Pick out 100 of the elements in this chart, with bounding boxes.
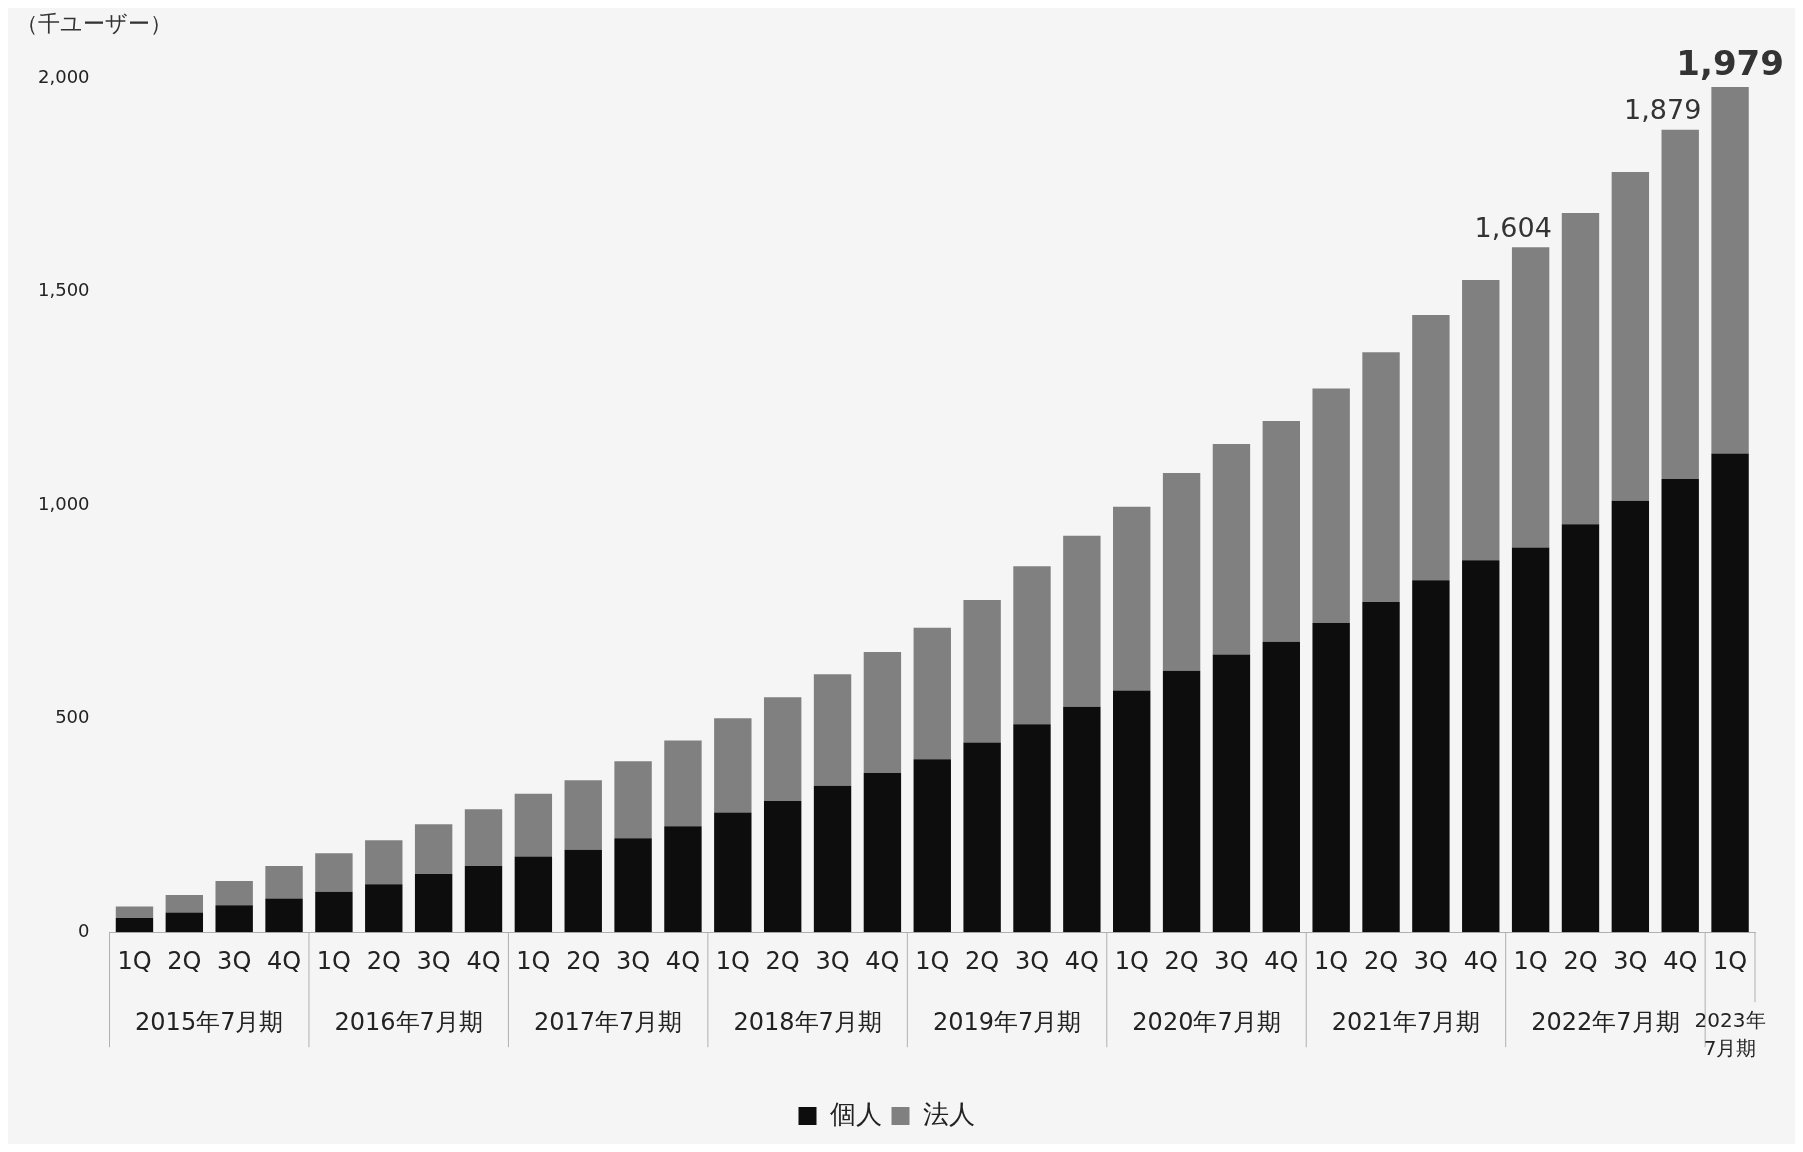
bar (265, 866, 303, 899)
text: 2023年7月期 (1694, 1008, 1766, 1061)
x-tick-label: 4Q (1064, 946, 1099, 975)
bar (913, 627, 951, 760)
bar (963, 742, 1001, 933)
bar (1162, 473, 1201, 671)
bar (1212, 444, 1251, 655)
text: 2019年7月期 (932, 1008, 1082, 1037)
x-tick-label: 1Q (1114, 946, 1149, 975)
bar (913, 759, 951, 933)
bar (1661, 129, 1699, 480)
x-tick-label: 2Q (1164, 946, 1199, 975)
x-tick-label: 3Q (1413, 946, 1448, 975)
bar (1362, 602, 1400, 933)
bar (265, 898, 303, 933)
bar (763, 697, 802, 802)
bar (863, 772, 902, 933)
x-tick-label: 1Q (1712, 946, 1748, 975)
legend-label: 法人 (922, 1098, 975, 1129)
bar (1661, 479, 1699, 933)
total-label: 1,879 (1624, 94, 1702, 126)
bar (215, 880, 253, 906)
x-tick-label: 2Q (1363, 946, 1399, 975)
y-tick-label: 2,000 (38, 65, 90, 87)
bar (714, 718, 752, 813)
bar (365, 840, 403, 885)
bar (1462, 280, 1500, 561)
bar (1212, 654, 1251, 933)
x-tick-label: 4Q (1463, 946, 1498, 975)
bar (564, 849, 602, 933)
bar (1561, 524, 1600, 933)
bar (763, 801, 802, 933)
bar (1063, 706, 1101, 933)
bar (414, 824, 453, 875)
y-tick-label: 0 (78, 919, 90, 941)
bar (813, 785, 852, 933)
bar (664, 826, 702, 933)
bar (365, 884, 403, 933)
x-tick-label: 4Q (1663, 946, 1698, 975)
bar (1611, 500, 1650, 933)
y-tick-label: 1,000 (38, 492, 90, 514)
bar (1412, 580, 1450, 933)
bar (614, 838, 652, 933)
bar (1511, 547, 1550, 933)
bar (614, 761, 652, 839)
bar (863, 652, 902, 773)
text: 2018年7月期 (733, 1008, 882, 1037)
bar (1162, 670, 1201, 933)
y-tick-label: 1,500 (38, 279, 90, 301)
bar (1013, 566, 1051, 725)
bar (514, 856, 553, 933)
x-tick-label: 1Q (516, 946, 551, 975)
x-tick-label: 2Q (167, 946, 202, 975)
x-tick-label: 2Q (765, 946, 800, 975)
bar (1262, 641, 1300, 933)
bar (813, 674, 852, 786)
bar (1063, 535, 1101, 707)
bar (115, 906, 154, 919)
x-tick-label: 2Q (1563, 946, 1598, 975)
bar (1113, 690, 1151, 933)
x-tick-label: 4Q (466, 946, 501, 975)
text: 2021年7月期 (1331, 1008, 1481, 1037)
x-tick-label: 4Q (665, 946, 701, 975)
x-tick-label: 3Q (416, 946, 451, 975)
bar (315, 891, 353, 933)
x-tick-label: 3Q (217, 946, 252, 975)
bar (1312, 388, 1350, 623)
bar (464, 809, 503, 866)
bar (1412, 315, 1450, 581)
x-tick-label: 3Q (1613, 946, 1648, 975)
x-tick-label: 4Q (266, 946, 302, 975)
x-tick-label: 1Q (715, 946, 750, 975)
x-tick-label: 1Q (117, 946, 152, 975)
x-tick-label: 3Q (1014, 946, 1050, 975)
x-tick-label: 2Q (366, 946, 401, 975)
bar (1711, 86, 1749, 454)
x-tick-label: 3Q (1214, 946, 1249, 975)
x-tick-label: 3Q (616, 946, 651, 975)
y-tick-label: 500 (55, 706, 90, 728)
bar (315, 853, 353, 892)
text: 2020年7月期 (1132, 1008, 1281, 1037)
legend-label: 個人 (829, 1098, 882, 1129)
x-tick-label: 2Q (965, 946, 1000, 975)
bar (664, 740, 702, 827)
x-tick-label: 3Q (815, 946, 850, 975)
text: 2015年7月期 (135, 1008, 284, 1037)
bar (963, 599, 1001, 743)
bar (165, 895, 204, 913)
y-axis-title: （千ユーザー） (16, 10, 172, 36)
bar (1113, 506, 1151, 691)
total-label: 1,604 (1474, 211, 1552, 243)
x-tick-label: 4Q (1264, 946, 1299, 975)
text: 2016年7月期 (334, 1008, 483, 1037)
bar (215, 905, 253, 933)
bar (714, 812, 752, 933)
x-tick-label: 4Q (865, 946, 900, 975)
bar (1462, 560, 1500, 933)
x-tick-label: 1Q (915, 946, 950, 975)
bar (1711, 453, 1749, 933)
bar (1511, 247, 1550, 548)
